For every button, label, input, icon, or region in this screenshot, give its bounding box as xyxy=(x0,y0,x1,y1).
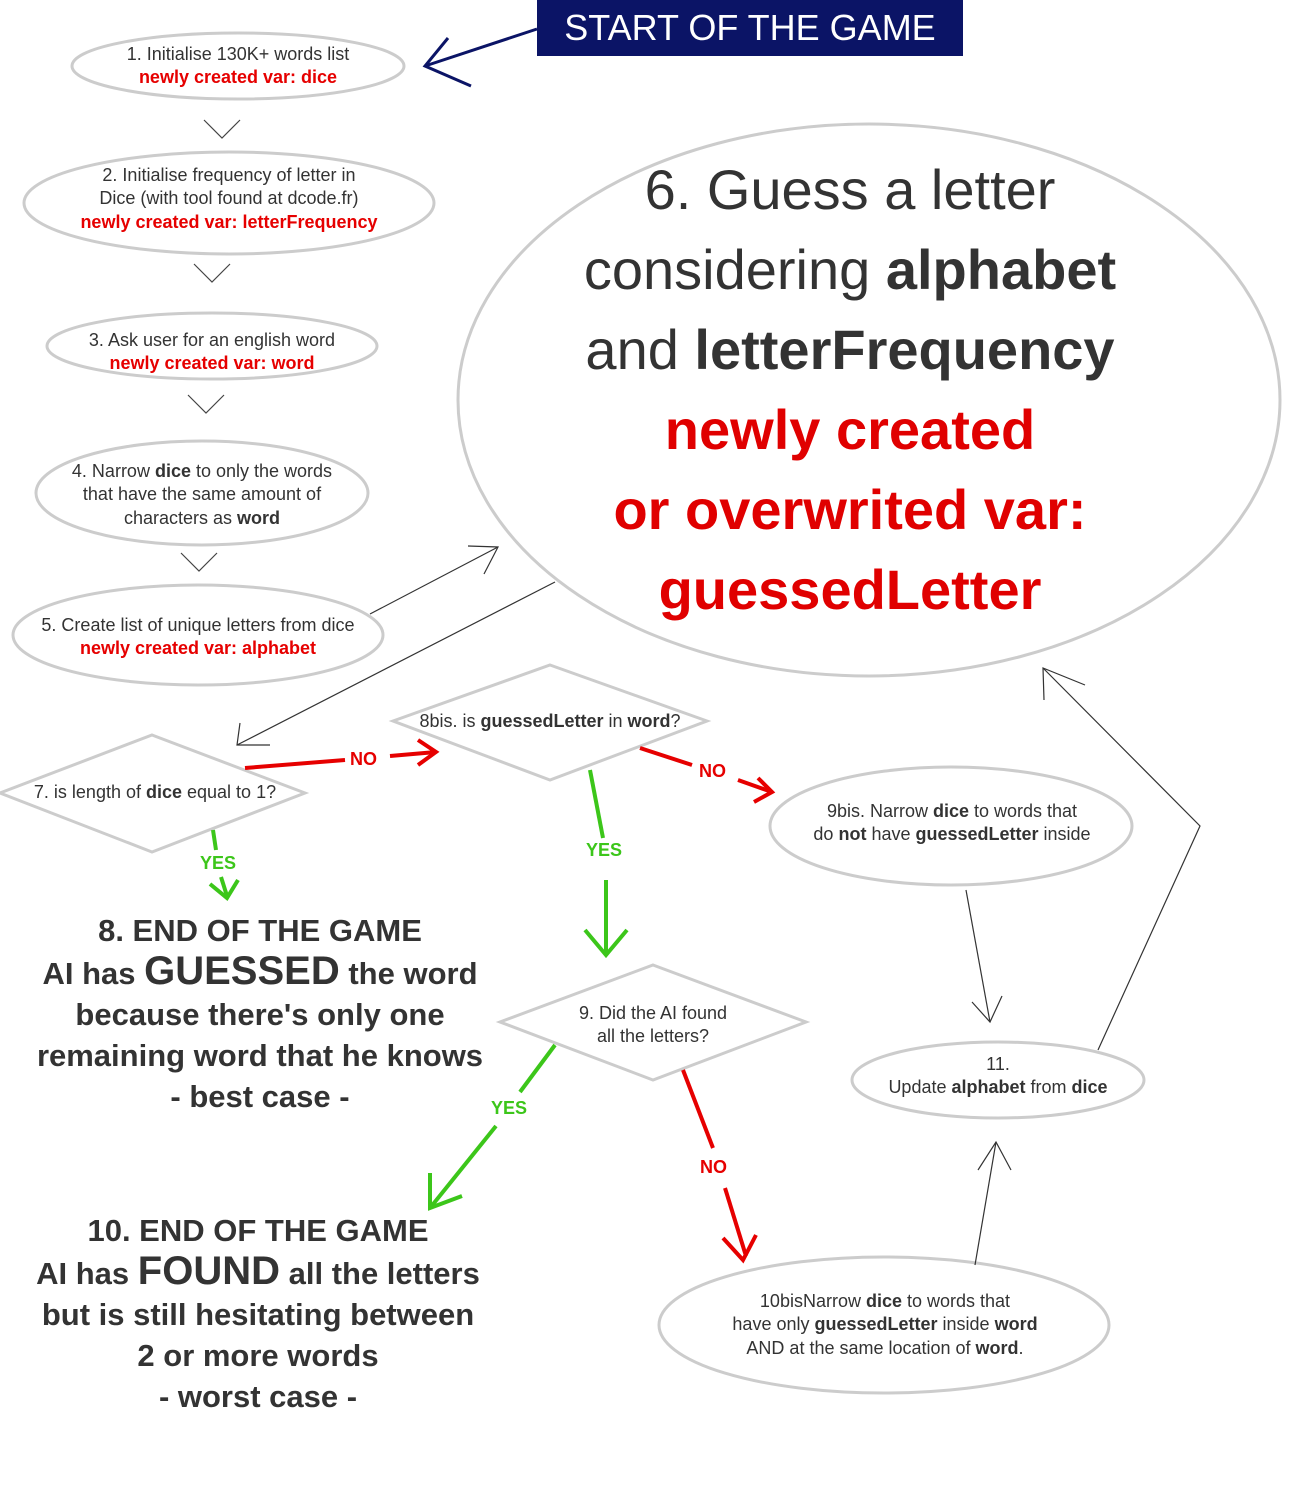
node-1: 1. Initialise 130K+ words list newly cre… xyxy=(72,43,404,90)
node-10bis-line-1: 10bisNarrow dice to words that xyxy=(759,1291,1011,1311)
node-9bis-shape xyxy=(768,765,1134,887)
node-3: 3. Ask user for an english word newly cr… xyxy=(47,329,377,376)
node-9-shape xyxy=(495,963,811,1082)
node-4-line-1: 4. Narrow dice to only the words xyxy=(71,461,333,481)
end-10: 10. END OF THE GAME AI has FOUND all the… xyxy=(8,1210,508,1417)
edge-label-yes-8bis-9: YES xyxy=(586,840,623,860)
node-1-shape xyxy=(70,31,406,101)
end-8-line-3: because there's only one xyxy=(75,997,445,1032)
node-9bis: 9bis. Narrow dice to words that do not h… xyxy=(772,800,1132,847)
node-10bis: 10bisNarrow dice to words that have only… xyxy=(660,1290,1110,1360)
connectors xyxy=(236,545,1201,1266)
node-4-line-2: that have the same amount of xyxy=(82,484,322,505)
node-1-var: newly created var: dice xyxy=(138,67,338,88)
node-5: 5. Create list of unique letters from di… xyxy=(13,614,383,661)
node-10bis-shape xyxy=(657,1255,1111,1395)
node-2-var: newly created var: letterFrequency xyxy=(80,211,378,232)
node-9-line-1: 9. Did the AI found xyxy=(578,1003,728,1023)
node-11-line-1: 11. xyxy=(986,1054,1010,1074)
node-10bis-line-3: AND at the same location of word. xyxy=(746,1337,1024,1358)
node-10bis-line-2: have only guessedLetter inside word xyxy=(732,1314,1038,1335)
end-8: 8. END OF THE GAME AI has GUESSED the wo… xyxy=(10,910,510,1117)
edge-label-no-9-10bis: NO xyxy=(700,1157,727,1177)
node-9bis-line-2: do not have guessedLetter inside xyxy=(813,824,1091,845)
end-8-title: 8. END OF THE GAME xyxy=(98,913,422,948)
node-6-var-1: newly created xyxy=(664,398,1036,461)
end-10-line-5: - worst case - xyxy=(158,1379,358,1414)
edge-label-yes-9-end10: YES xyxy=(491,1098,528,1118)
node-11-shape xyxy=(850,1040,1146,1120)
node-8bis: 8bis. is guessedLetter in word? xyxy=(419,711,681,731)
end-10-line-4: 2 or more words xyxy=(137,1338,379,1373)
node-7: 7. is length of dice equal to 1? xyxy=(33,782,277,802)
node-3-shape xyxy=(45,311,379,381)
node-6: 6. Guess a letter considering alphabet a… xyxy=(460,150,1240,630)
end-8-line-2: AI has GUESSED the word xyxy=(42,949,478,993)
end-10-title: 10. END OF THE GAME xyxy=(87,1213,429,1248)
end-8-line-5: - best case - xyxy=(170,1079,350,1114)
start-arrow xyxy=(422,27,538,88)
yes-arrows xyxy=(208,769,629,1211)
node-shapes xyxy=(0,31,1282,1395)
node-5-var: newly created var: alphabet xyxy=(79,638,317,659)
edge-label-no-8bis-9bis: NO xyxy=(699,761,726,781)
node-8bis-shape xyxy=(388,663,712,782)
end-10-line-3: but is still hesitating between xyxy=(41,1297,475,1332)
node-4: 4. Narrow dice to only the words that ha… xyxy=(36,460,368,530)
chevrons xyxy=(180,119,241,572)
node-2-label-2: Dice (with tool found at dcode.fr) xyxy=(99,188,359,209)
no-arrows xyxy=(244,738,776,1264)
edge-label-yes-7-end8: YES xyxy=(200,853,237,873)
node-7-shape xyxy=(0,733,310,854)
node-1-label: 1. Initialise 130K+ words list xyxy=(126,44,350,64)
node-2: 2. Initialise frequency of letter in Dic… xyxy=(24,164,434,234)
start-banner: START OF THE GAME xyxy=(537,0,963,56)
node-6-shape xyxy=(456,122,1282,678)
end-10-line-2: AI has FOUND all the letters xyxy=(36,1249,480,1293)
node-5-shape xyxy=(11,583,385,687)
node-6-var-2: or overwrited var: xyxy=(613,478,1087,541)
node-3-label: 3. Ask user for an english word xyxy=(88,330,336,350)
node-4-line-3: characters as word xyxy=(123,507,281,528)
node-2-label-1: 2. Initialise frequency of letter in xyxy=(102,165,356,185)
node-6-line-3: and letterFrequency xyxy=(585,318,1115,381)
node-4-shape xyxy=(34,439,370,547)
node-5-label: 5. Create list of unique letters from di… xyxy=(41,615,355,635)
edge-label-no-7-8bis: NO xyxy=(350,749,377,769)
node-6-line-2: considering alphabet xyxy=(583,238,1117,301)
node-11: 11. Update alphabet from dice xyxy=(852,1053,1144,1100)
node-9-line-2: all the letters? xyxy=(596,1026,710,1047)
node-3-var: newly created var: word xyxy=(109,353,315,374)
node-2-shape xyxy=(22,150,436,256)
node-6-line-1: 6. Guess a letter xyxy=(644,158,1056,221)
end-8-line-4: remaining word that he knows xyxy=(36,1038,484,1073)
node-6-var-3: guessedLetter xyxy=(658,558,1042,621)
node-9: 9. Did the AI found all the letters? xyxy=(520,1002,786,1049)
node-11-line-2: Update alphabet from dice xyxy=(888,1077,1108,1098)
node-9bis-line-1: 9bis. Narrow dice to words that xyxy=(826,801,1078,821)
